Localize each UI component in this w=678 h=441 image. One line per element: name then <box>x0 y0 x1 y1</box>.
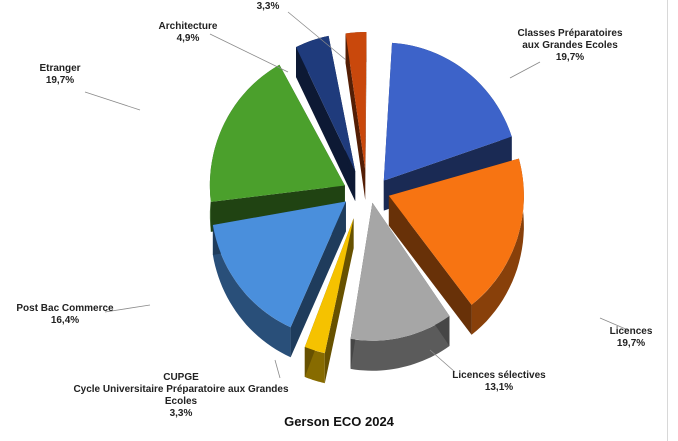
frame-edge <box>667 0 668 441</box>
leader-line-2 <box>429 349 456 373</box>
pie-slice-6 <box>296 35 356 202</box>
slice-label-2: Licences sélectives 13,1% <box>452 370 546 393</box>
slice-label-3: CUPGE Cycle Universitaire Préparatoire a… <box>73 372 289 419</box>
slice-label-6: Architecture 4,9% <box>158 21 218 44</box>
chart-title: Gerson ECO 2024 <box>284 414 394 429</box>
pie-slice-wall-7-0 <box>345 33 366 201</box>
pie-slice-wall-4-0 <box>290 201 346 358</box>
pie-slice-3 <box>304 218 354 384</box>
pie-slice-top-4 <box>212 201 346 328</box>
leader-line-5 <box>84 91 141 111</box>
pie-slice-7 <box>345 32 367 201</box>
pie-slice-side-1 <box>471 158 524 335</box>
pie-slice-top-0 <box>383 42 512 181</box>
slice-label-1: Licences 19,7% <box>609 326 653 349</box>
pie-slice-side-2 <box>350 316 450 371</box>
leader-line-0 <box>509 61 541 79</box>
leader-line-4 <box>104 304 151 313</box>
pie-slice-top-7 <box>345 32 367 171</box>
slice-label-0: Classes Préparatoires aux Grandes Ecoles… <box>517 28 623 63</box>
slice-label-5: Etranger 19,7% <box>39 63 81 86</box>
leader-line-1 <box>599 317 629 331</box>
slice-label-4: Post Bac Commerce 16,4% <box>16 303 114 326</box>
pie-slice-5 <box>209 64 345 232</box>
pie-slice-side-4 <box>212 225 291 358</box>
slice-label-7: 3,3% <box>256 1 280 12</box>
pie-slice-top-1 <box>388 158 524 305</box>
pie-slice-wall-6-0 <box>296 47 356 202</box>
pie-slice-4 <box>212 201 346 358</box>
pie-slice-1 <box>388 158 524 335</box>
pie-slice-top-5 <box>209 64 345 202</box>
pie-slice-top-3 <box>304 218 354 354</box>
leader-line-6 <box>209 33 289 73</box>
pie-slice-wall-7-1 <box>365 32 367 201</box>
pie-slice-top-6 <box>296 35 356 172</box>
leader-line-3 <box>274 359 281 379</box>
leader-line-7 <box>287 11 347 61</box>
pie-slice-wall-1-1 <box>388 195 472 335</box>
pie-slice-2 <box>350 202 450 371</box>
pie-slice-top-2 <box>350 202 450 341</box>
